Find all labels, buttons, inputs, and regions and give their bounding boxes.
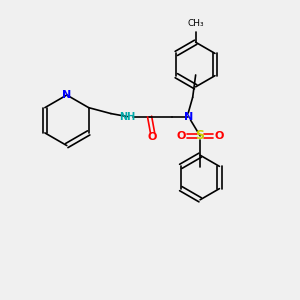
Text: N: N (184, 112, 193, 122)
Text: S: S (196, 129, 205, 142)
Text: O: O (148, 132, 157, 142)
Text: CH₃: CH₃ (187, 19, 204, 28)
Text: O: O (177, 131, 186, 141)
Text: N: N (62, 90, 71, 100)
Text: NH: NH (119, 112, 135, 122)
Text: O: O (214, 131, 224, 141)
